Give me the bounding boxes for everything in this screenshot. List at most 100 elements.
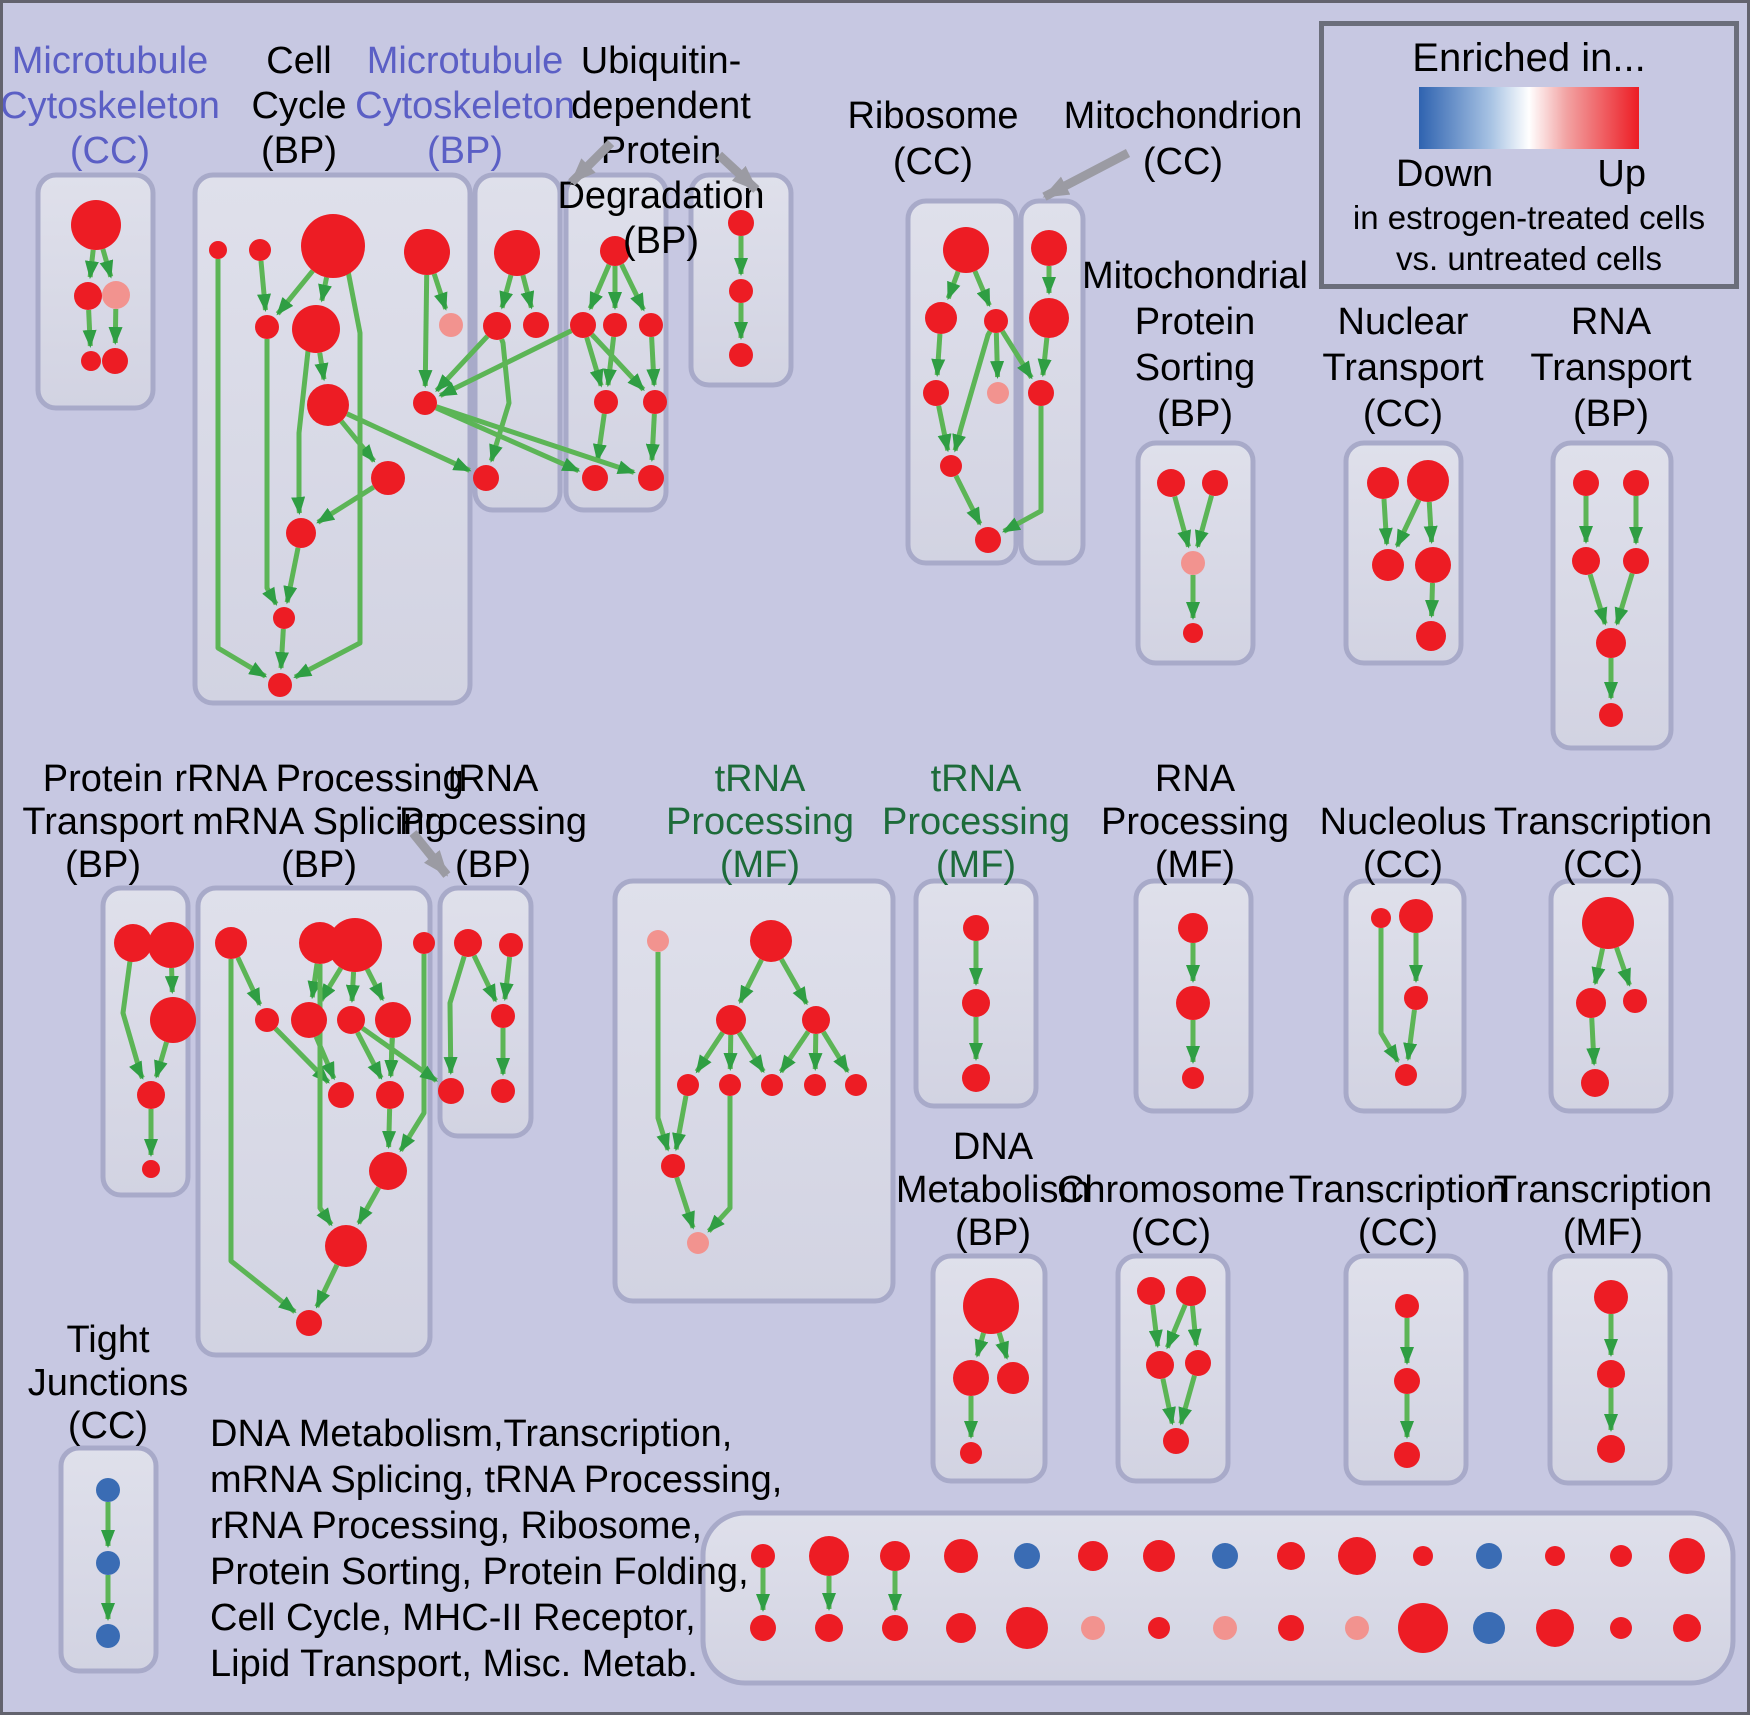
legend-gradient-bar [1419, 87, 1639, 149]
go-term-node [273, 607, 295, 629]
go-term-node [603, 313, 627, 337]
go-term-node [375, 1002, 411, 1038]
transcc1-box [1548, 878, 1674, 1114]
label-pointer-arrow [715, 151, 760, 193]
go-term-node [1277, 1542, 1305, 1570]
misc-categories-text: DNA Metabolism,Transcription, mRNA Splic… [210, 1411, 782, 1687]
edge [164, 967, 179, 995]
edge [235, 956, 263, 1007]
edge [672, 1095, 689, 1152]
legend-title: Enriched in... [1412, 36, 1646, 80]
edge [443, 954, 467, 1075]
go-term-node [1476, 1543, 1502, 1569]
edge [821, 1030, 850, 1074]
edge [307, 963, 322, 1000]
go-term-node [255, 1008, 279, 1032]
edge [434, 334, 490, 393]
misc-line: Protein Sorting, Protein Folding, [210, 1551, 749, 1593]
rnat-label: RNA Transport (BP) [1530, 301, 1692, 435]
legend-box: Enriched in... Down Up in estrogen-treat… [1319, 21, 1739, 289]
trnamf1-label: tRNA Processing (MF) [666, 758, 854, 886]
go-term-node [74, 282, 102, 310]
edge [257, 260, 272, 313]
go-term-node [96, 1624, 120, 1648]
go-term-node [102, 348, 128, 374]
tight-label: Tight Junctions (CC) [28, 1319, 189, 1447]
edge [316, 964, 334, 1227]
go-term-node [1413, 1546, 1433, 1566]
edge [646, 336, 661, 388]
go-term-node [215, 927, 247, 959]
go-term-node [1143, 1540, 1175, 1572]
go-term-node [1176, 1276, 1206, 1306]
go-term-node [1137, 1277, 1165, 1305]
edge [283, 547, 301, 605]
edge [345, 971, 360, 1004]
edge [318, 966, 344, 1003]
go-term-node [1673, 1614, 1701, 1642]
go-term-node [761, 1074, 783, 1096]
go-term-node [1163, 1428, 1189, 1454]
edge [587, 263, 612, 311]
cellcycle-label: Cell Cycle (BP) [251, 40, 346, 172]
go-term-node [647, 930, 669, 952]
go-term-node [1623, 989, 1647, 1013]
go-term-node [499, 933, 523, 957]
go-term-node [1212, 1543, 1238, 1569]
edge [1002, 404, 1044, 534]
chrom-label: Chromosome (CC) [1057, 1169, 1285, 1254]
edge [1194, 494, 1214, 549]
go-term-node [1407, 460, 1449, 502]
edge [737, 958, 764, 1004]
mps-label: Mitochondrial Protein Sorting (BP) [1082, 255, 1308, 435]
misc-line: mRNA Splicing, tRNA Processing, [210, 1459, 783, 1501]
legend-subtitle-1: in estrogen-treated cells [1352, 199, 1706, 236]
edge [82, 309, 97, 349]
go-term-node [301, 214, 365, 278]
trnabp-label: tRNA Processing (BP) [399, 758, 587, 886]
edge [1000, 329, 1034, 380]
go-term-node [1610, 1545, 1632, 1567]
go-term-node [1404, 986, 1428, 1010]
go-term-node [946, 1613, 976, 1643]
nuct-label: Nuclear Transport (CC) [1322, 301, 1484, 435]
go-term-node [600, 236, 630, 266]
go-term-node [960, 1442, 982, 1464]
go-term-node [1394, 1442, 1420, 1468]
go-term-node [1148, 1617, 1170, 1639]
go-term-node [1178, 913, 1208, 943]
go-term-node [292, 305, 340, 353]
edge [952, 330, 993, 453]
go-term-node [1596, 628, 1626, 658]
go-term-node [81, 351, 101, 371]
go-term-node [148, 922, 194, 968]
go-term-node [325, 1225, 367, 1267]
edge [1614, 572, 1635, 626]
go-term-node [940, 455, 962, 477]
edge [1586, 1017, 1601, 1067]
edge [318, 276, 332, 303]
go-term-node [1572, 547, 1600, 575]
edge [1037, 337, 1052, 378]
edge [972, 270, 992, 308]
go-term-node [1006, 1607, 1048, 1649]
go-term-node [880, 1541, 910, 1571]
go-term-node [1367, 467, 1399, 499]
go-term-node [1669, 1538, 1705, 1574]
go-term-node [804, 1074, 826, 1096]
go-term-node [975, 527, 1001, 553]
legend-subtitle-2: vs. untreated cells [1396, 240, 1662, 277]
go-term-node [639, 313, 663, 337]
go-term-node [1416, 621, 1446, 651]
go-term-node [802, 1006, 830, 1034]
go-term-node [491, 1079, 515, 1103]
dnam-label: DNA Metabolism (BP) [896, 1126, 1090, 1254]
label-pointer-arrow [568, 139, 615, 186]
label-pointer-arrow [1042, 149, 1131, 201]
go-term-node [1536, 1609, 1574, 1647]
edge [438, 328, 573, 398]
edge [398, 954, 427, 1153]
misc-line: DNA Metabolism,Transcription, [210, 1413, 733, 1455]
go-term-node [882, 1615, 908, 1641]
misc-line: Lipid Transport, Misc. Metab. [210, 1643, 698, 1685]
